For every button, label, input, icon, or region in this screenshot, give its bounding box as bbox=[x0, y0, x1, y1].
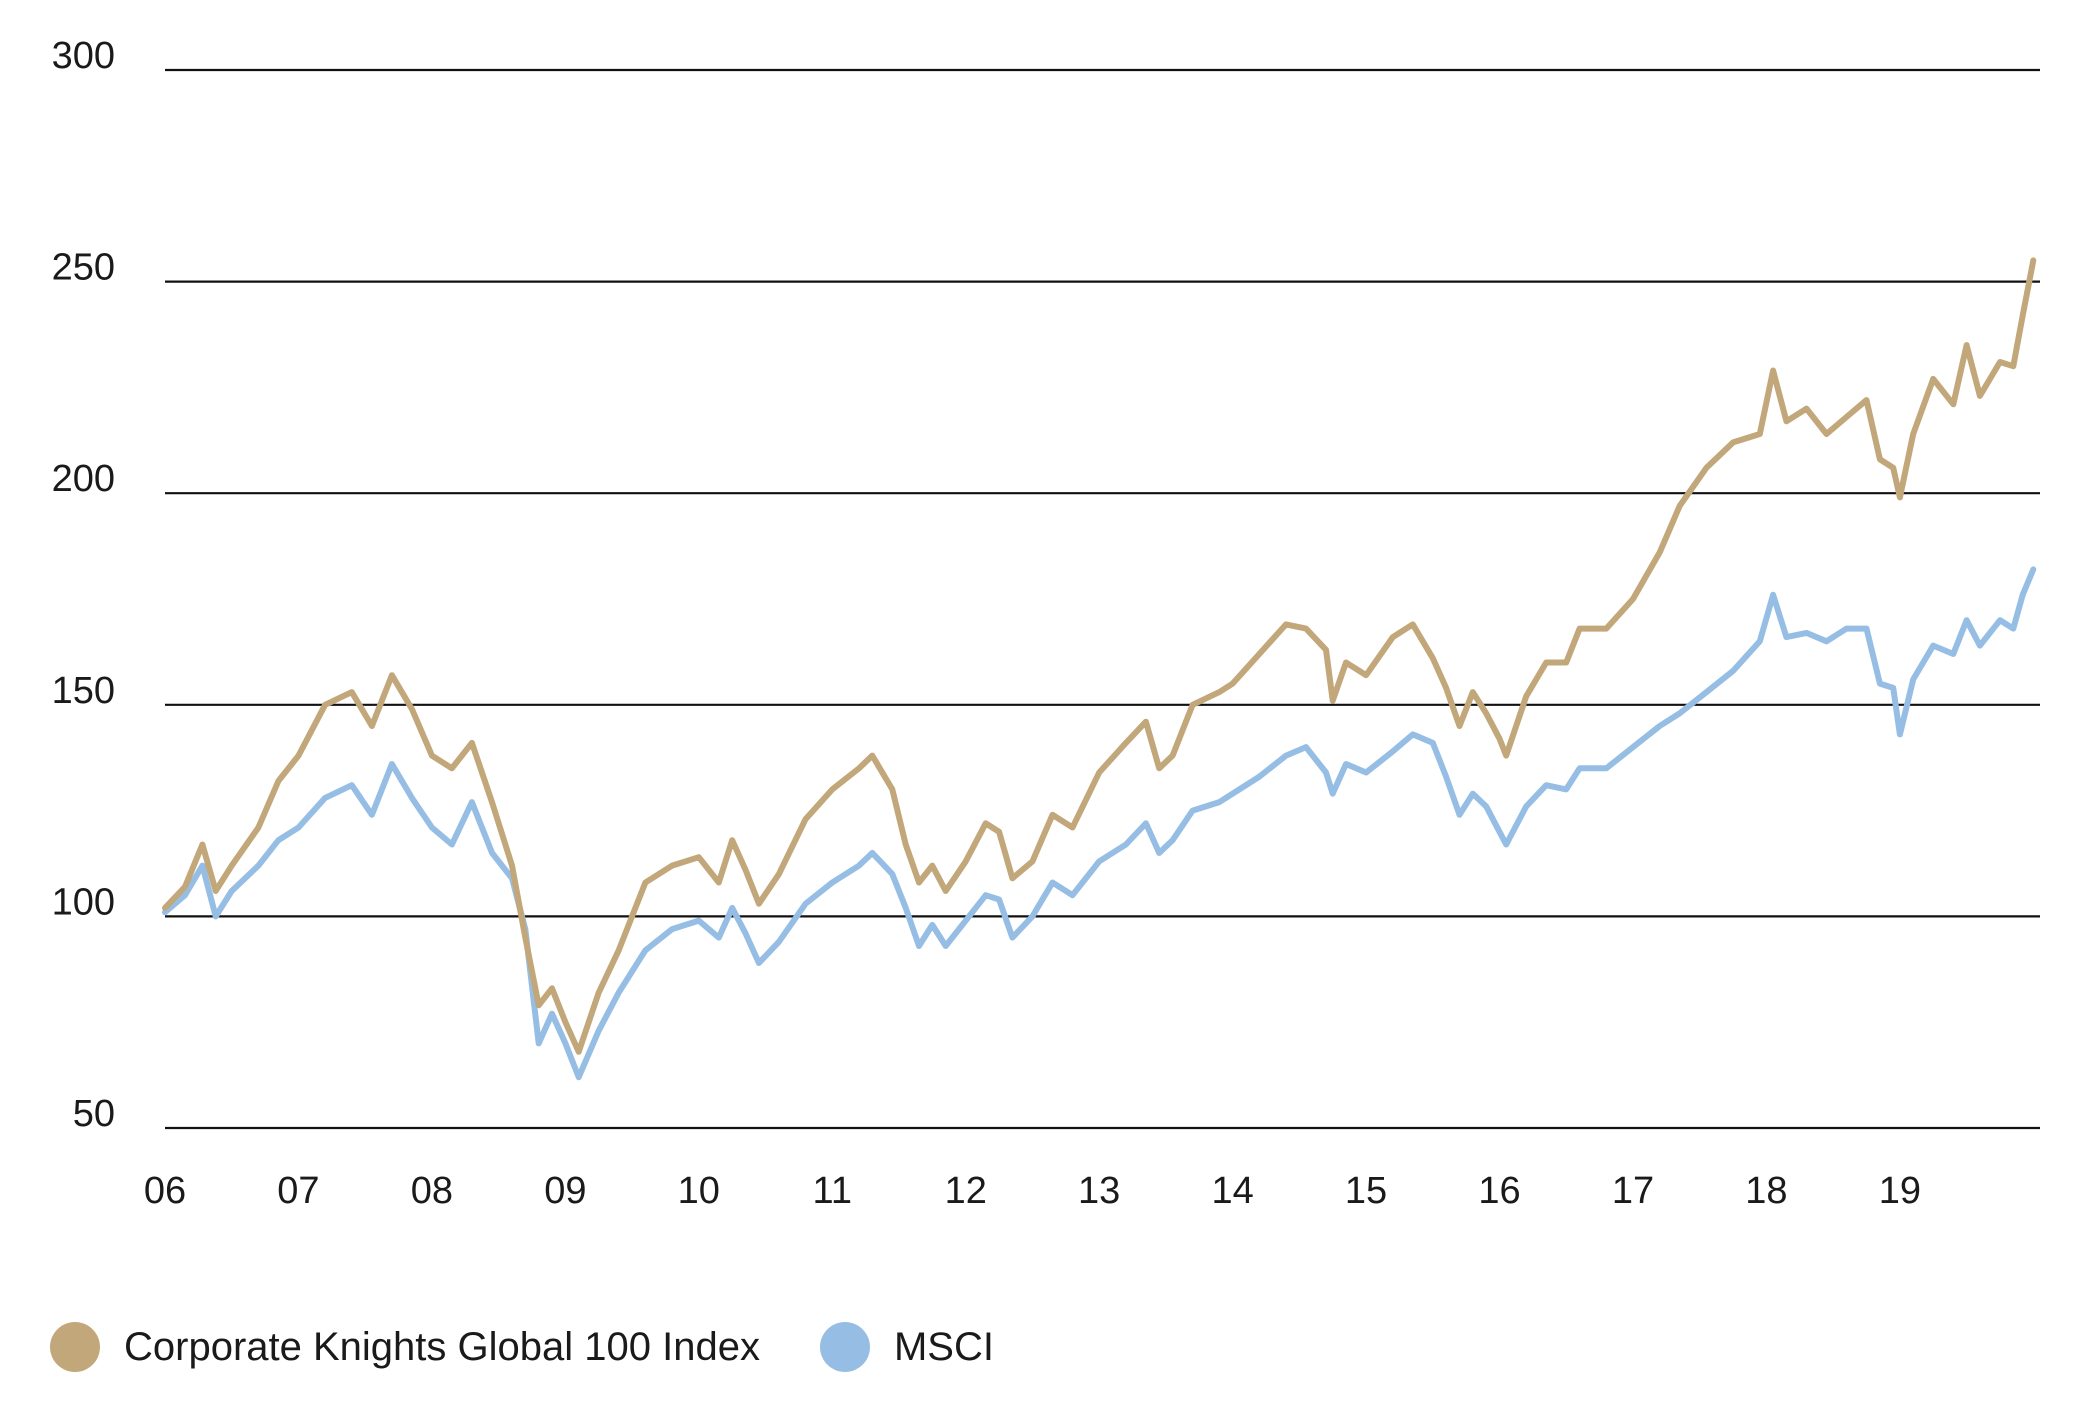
legend-item-msci: MSCI bbox=[819, 1322, 994, 1372]
x-tick-label: 15 bbox=[1345, 1170, 1387, 1212]
series-lines bbox=[162, 257, 2037, 1081]
series-line-msci bbox=[162, 566, 2037, 1081]
x-tick-label: 18 bbox=[1745, 1170, 1787, 1212]
x-tick-label: 12 bbox=[945, 1170, 987, 1212]
x-tick-label: 13 bbox=[1078, 1170, 1120, 1212]
x-tick-label: 16 bbox=[1478, 1170, 1520, 1212]
legend-label-global100: Corporate Knights Global 100 Index bbox=[124, 1324, 760, 1369]
y-axis-tick-labels: 300 250 200 150 100 50 bbox=[52, 35, 115, 1135]
x-tick-label: 09 bbox=[544, 1170, 586, 1212]
x-tick-label: 14 bbox=[1211, 1170, 1253, 1212]
y-tick-label: 200 bbox=[52, 458, 115, 500]
legend-label-msci: MSCI bbox=[893, 1324, 994, 1369]
legend: Corporate Knights Global 100 Index MSCI bbox=[50, 1322, 1054, 1372]
x-tick-label: 19 bbox=[1879, 1170, 1921, 1212]
y-tick-label: 250 bbox=[52, 247, 115, 289]
x-tick-label: 06 bbox=[144, 1170, 186, 1212]
series-line-global100 bbox=[162, 257, 2037, 1055]
legend-swatch-global100 bbox=[50, 1322, 100, 1372]
y-tick-label: 300 bbox=[52, 35, 115, 77]
y-tick-label: 100 bbox=[52, 881, 115, 923]
x-tick-label: 10 bbox=[678, 1170, 720, 1212]
y-tick-label: 150 bbox=[52, 670, 115, 712]
x-tick-label: 07 bbox=[277, 1170, 319, 1212]
gridlines bbox=[165, 68, 2040, 1130]
x-axis-tick-labels: 06 07 08 09 10 11 12 13 14 15 16 17 18 19 bbox=[144, 1170, 1921, 1212]
x-tick-label: 11 bbox=[813, 1170, 852, 1212]
y-tick-label: 50 bbox=[73, 1093, 115, 1135]
legend-swatch-msci bbox=[819, 1322, 870, 1372]
x-tick-label: 17 bbox=[1612, 1170, 1654, 1212]
legend-item-global100: Corporate Knights Global 100 Index bbox=[50, 1322, 760, 1372]
x-tick-label: 08 bbox=[411, 1170, 453, 1212]
